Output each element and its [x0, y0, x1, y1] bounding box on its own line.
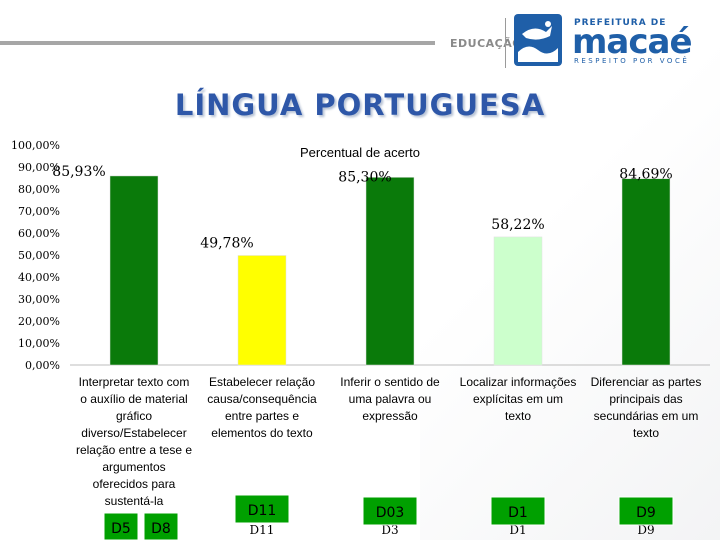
x-tick-label: entre partes e: [225, 409, 299, 423]
x-tick-label: texto: [505, 409, 531, 423]
descriptor-label: D5: [111, 521, 131, 537]
descriptor-box: [103, 512, 139, 540]
x-tick-label: Interpretar texto com: [79, 375, 190, 389]
slide-title: LÍNGUA PORTUGUESA: [174, 88, 546, 122]
descriptor-shadow-label: D3: [381, 523, 398, 537]
y-tick-label: 40,00%: [18, 271, 60, 284]
data-label: 85,30%: [338, 169, 391, 185]
logo-tagline: RESPEITO POR VOCÊ: [574, 57, 690, 65]
descriptor-box: [490, 496, 546, 526]
descriptor-label: D1: [508, 505, 528, 521]
bar: [493, 236, 543, 366]
descriptor-shadow-label: D11: [250, 523, 275, 537]
x-tick-label: Diferenciar as partes: [591, 375, 702, 389]
bar: [621, 178, 671, 366]
descriptor-label: D8: [151, 521, 171, 537]
chart-title: Percentual de acerto: [300, 145, 420, 160]
descriptor-box: [143, 512, 179, 540]
y-tick-label: 100,00%: [11, 139, 60, 152]
y-tick-label: 80,00%: [18, 183, 60, 196]
x-tick-label: Estabelecer relação: [209, 375, 315, 389]
descriptor-label: D11: [248, 503, 277, 519]
y-tick-label: 20,00%: [18, 315, 60, 328]
logo-separator: [505, 18, 506, 68]
x-tick-label: relação entre a tese e: [76, 443, 192, 457]
data-label: 58,22%: [491, 217, 544, 233]
x-tick-label: principais das: [609, 392, 682, 406]
descriptor-shadow-label: D9: [637, 523, 654, 537]
x-tick-label: expressão: [362, 409, 418, 423]
bar: [365, 177, 415, 366]
logo-top-text: PREFEITURA DE: [574, 18, 667, 28]
x-tick-label: diverso/Estabelecer: [81, 426, 186, 440]
data-label: 49,78%: [200, 235, 253, 251]
bar: [109, 175, 159, 366]
y-tick-label: 10,00%: [18, 337, 60, 350]
x-tick-label: elementos do texto: [211, 426, 313, 440]
x-tick-label: oferecidos para: [93, 477, 176, 491]
x-tick-label: Inferir o sentido de: [340, 375, 440, 389]
data-label: 84,69%: [619, 167, 672, 183]
data-label: 85,93%: [52, 164, 105, 180]
x-tick-label: sustentá-la: [105, 494, 164, 508]
y-tick-label: 30,00%: [18, 293, 60, 306]
descriptor-shadow-label: D1: [509, 523, 526, 537]
x-tick-label: argumentos: [102, 460, 165, 474]
x-tick-label: secundárias em um: [594, 409, 699, 423]
descriptor-label: D9: [636, 505, 656, 521]
x-tick-label: Localizar informações: [460, 375, 577, 389]
y-tick-label: 50,00%: [18, 249, 60, 262]
y-tick-label: 0,00%: [25, 359, 60, 372]
header: EDUCAÇÃO PREFEITURA DE macaé RESPEITO PO…: [0, 0, 720, 80]
x-tick-label: uma palavra ou: [349, 392, 432, 406]
bar: [237, 255, 287, 366]
x-tick-label: o auxílio de material: [80, 392, 187, 406]
descriptor-box: [234, 494, 290, 524]
x-tick-label: texto: [633, 426, 659, 440]
x-tick-label: causa/consequência: [207, 392, 317, 406]
header-rule: [0, 41, 435, 45]
y-tick-label: 70,00%: [18, 205, 60, 218]
y-tick-label: 60,00%: [18, 227, 60, 240]
y-tick-label: 90,00%: [18, 161, 60, 174]
department-label: EDUCAÇÃO: [450, 37, 523, 50]
x-tick-label: gráfico: [116, 409, 152, 423]
descriptor-box: [362, 496, 418, 526]
logo-city-name: macaé: [572, 22, 693, 62]
x-tick-label: explícitas em um: [473, 392, 563, 406]
descriptor-label: D03: [376, 505, 405, 521]
city-emblem-icon: [514, 14, 562, 66]
descriptor-box: [618, 496, 674, 526]
